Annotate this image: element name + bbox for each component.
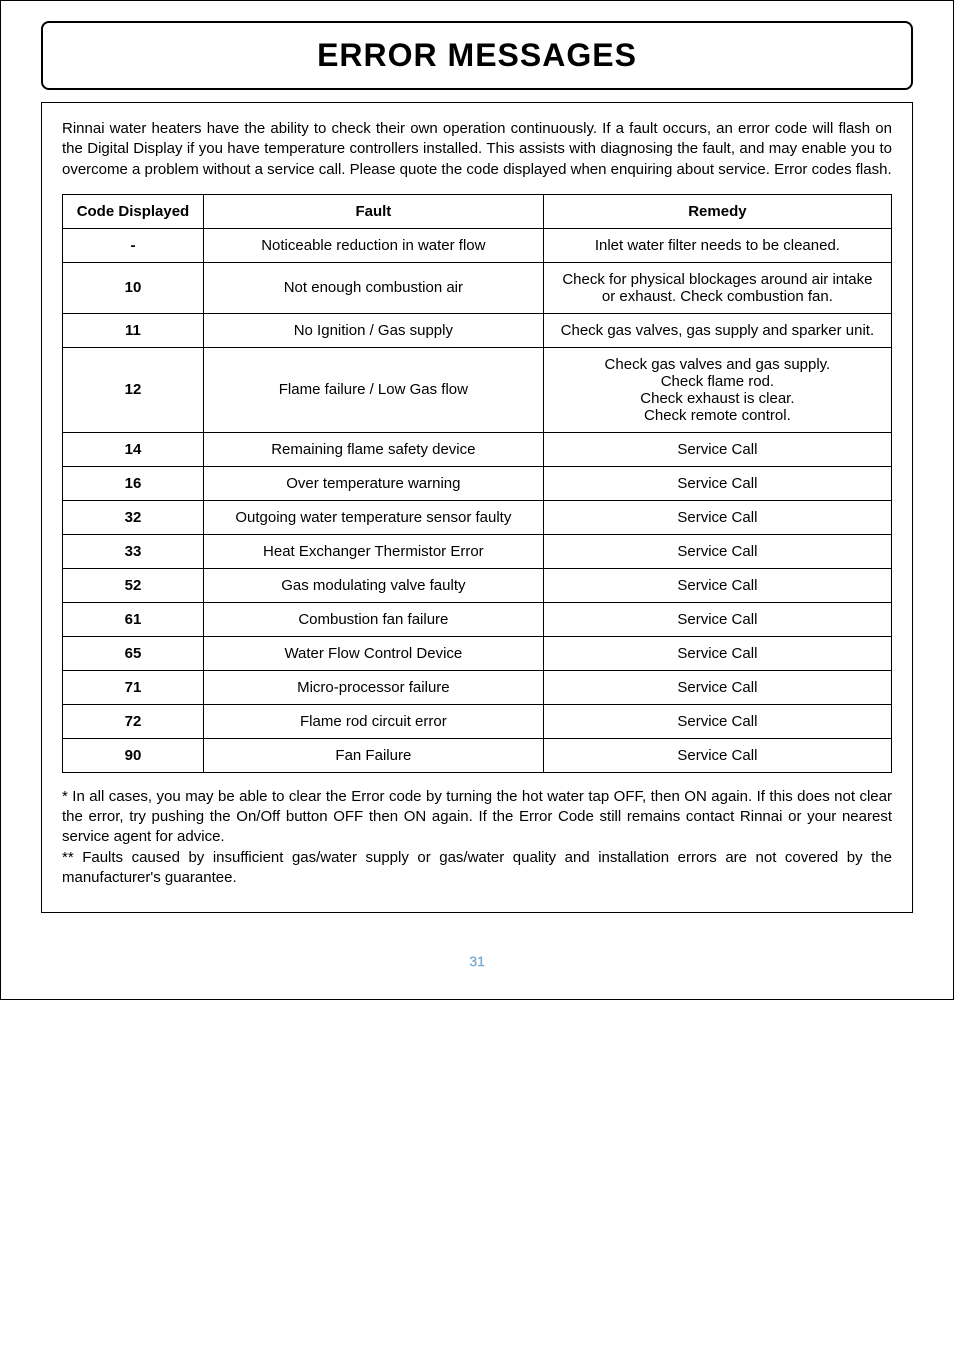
cell-remedy: Check gas valves, gas supply and sparker… <box>543 313 891 347</box>
cell-fault: Remaining flame safety device <box>203 432 543 466</box>
cell-fault: Heat Exchanger Thermistor Error <box>203 534 543 568</box>
cell-code: 72 <box>63 704 204 738</box>
cell-fault: Noticeable reduction in water flow <box>203 228 543 262</box>
cell-code: 11 <box>63 313 204 347</box>
header-remedy: Remedy <box>543 194 891 228</box>
cell-remedy: Service Call <box>543 636 891 670</box>
cell-code: 16 <box>63 466 204 500</box>
cell-remedy: Service Call <box>543 466 891 500</box>
cell-fault: Flame failure / Low Gas flow <box>203 347 543 432</box>
cell-code: 14 <box>63 432 204 466</box>
cell-code: 12 <box>63 347 204 432</box>
table-row: 12Flame failure / Low Gas flowCheck gas … <box>63 347 892 432</box>
page-title: ERROR MESSAGES <box>43 37 911 74</box>
table-row: 90Fan FailureService Call <box>63 738 892 772</box>
cell-remedy: Check gas valves and gas supply.Check fl… <box>543 347 891 432</box>
cell-remedy: Service Call <box>543 670 891 704</box>
cell-code: 90 <box>63 738 204 772</box>
cell-remedy: Service Call <box>543 738 891 772</box>
cell-code: 10 <box>63 262 204 313</box>
page-frame: ERROR MESSAGES Rinnai water heaters have… <box>0 0 954 1000</box>
footnote-1: * In all cases, you may be able to clear… <box>62 787 892 848</box>
page-number: 31 <box>41 953 913 969</box>
table-row: 14Remaining flame safety deviceService C… <box>63 432 892 466</box>
table-row: 16Over temperature warningService Call <box>63 466 892 500</box>
cell-remedy: Check for physical blockages around air … <box>543 262 891 313</box>
cell-remedy: Service Call <box>543 534 891 568</box>
table-header-row: Code Displayed Fault Remedy <box>63 194 892 228</box>
cell-remedy: Service Call <box>543 500 891 534</box>
cell-code: 61 <box>63 602 204 636</box>
footnote-2: ** Faults caused by insufficient gas/wat… <box>62 848 892 889</box>
table-row: 32Outgoing water temperature sensor faul… <box>63 500 892 534</box>
cell-remedy: Service Call <box>543 432 891 466</box>
cell-code: 65 <box>63 636 204 670</box>
cell-code: 32 <box>63 500 204 534</box>
header-code: Code Displayed <box>63 194 204 228</box>
table-row: 71Micro-processor failureService Call <box>63 670 892 704</box>
footnotes: * In all cases, you may be able to clear… <box>62 787 892 888</box>
table-row: -Noticeable reduction in water flowInlet… <box>63 228 892 262</box>
table-row: 72Flame rod circuit errorService Call <box>63 704 892 738</box>
cell-code: 71 <box>63 670 204 704</box>
table-row: 10Not enough combustion airCheck for phy… <box>63 262 892 313</box>
cell-fault: No Ignition / Gas supply <box>203 313 543 347</box>
table-row: 65Water Flow Control DeviceService Call <box>63 636 892 670</box>
table-row: 33Heat Exchanger Thermistor ErrorService… <box>63 534 892 568</box>
header-fault: Fault <box>203 194 543 228</box>
table-row: 11No Ignition / Gas supplyCheck gas valv… <box>63 313 892 347</box>
cell-fault: Micro-processor failure <box>203 670 543 704</box>
table-row: 61Combustion fan failureService Call <box>63 602 892 636</box>
cell-code: - <box>63 228 204 262</box>
cell-remedy: Service Call <box>543 602 891 636</box>
cell-code: 52 <box>63 568 204 602</box>
cell-fault: Flame rod circuit error <box>203 704 543 738</box>
cell-remedy: Service Call <box>543 704 891 738</box>
cell-fault: Outgoing water temperature sensor faulty <box>203 500 543 534</box>
error-table: Code Displayed Fault Remedy -Noticeable … <box>62 194 892 773</box>
table-row: 52Gas modulating valve faultyService Cal… <box>63 568 892 602</box>
table-body: -Noticeable reduction in water flowInlet… <box>63 228 892 772</box>
content-box: Rinnai water heaters have the ability to… <box>41 102 913 913</box>
cell-fault: Fan Failure <box>203 738 543 772</box>
cell-remedy: Service Call <box>543 568 891 602</box>
cell-fault: Combustion fan failure <box>203 602 543 636</box>
cell-code: 33 <box>63 534 204 568</box>
cell-fault: Water Flow Control Device <box>203 636 543 670</box>
cell-fault: Not enough combustion air <box>203 262 543 313</box>
cell-fault: Gas modulating valve faulty <box>203 568 543 602</box>
intro-paragraph: Rinnai water heaters have the ability to… <box>62 119 892 180</box>
cell-remedy: Inlet water filter needs to be cleaned. <box>543 228 891 262</box>
cell-fault: Over temperature warning <box>203 466 543 500</box>
title-box: ERROR MESSAGES <box>41 21 913 90</box>
